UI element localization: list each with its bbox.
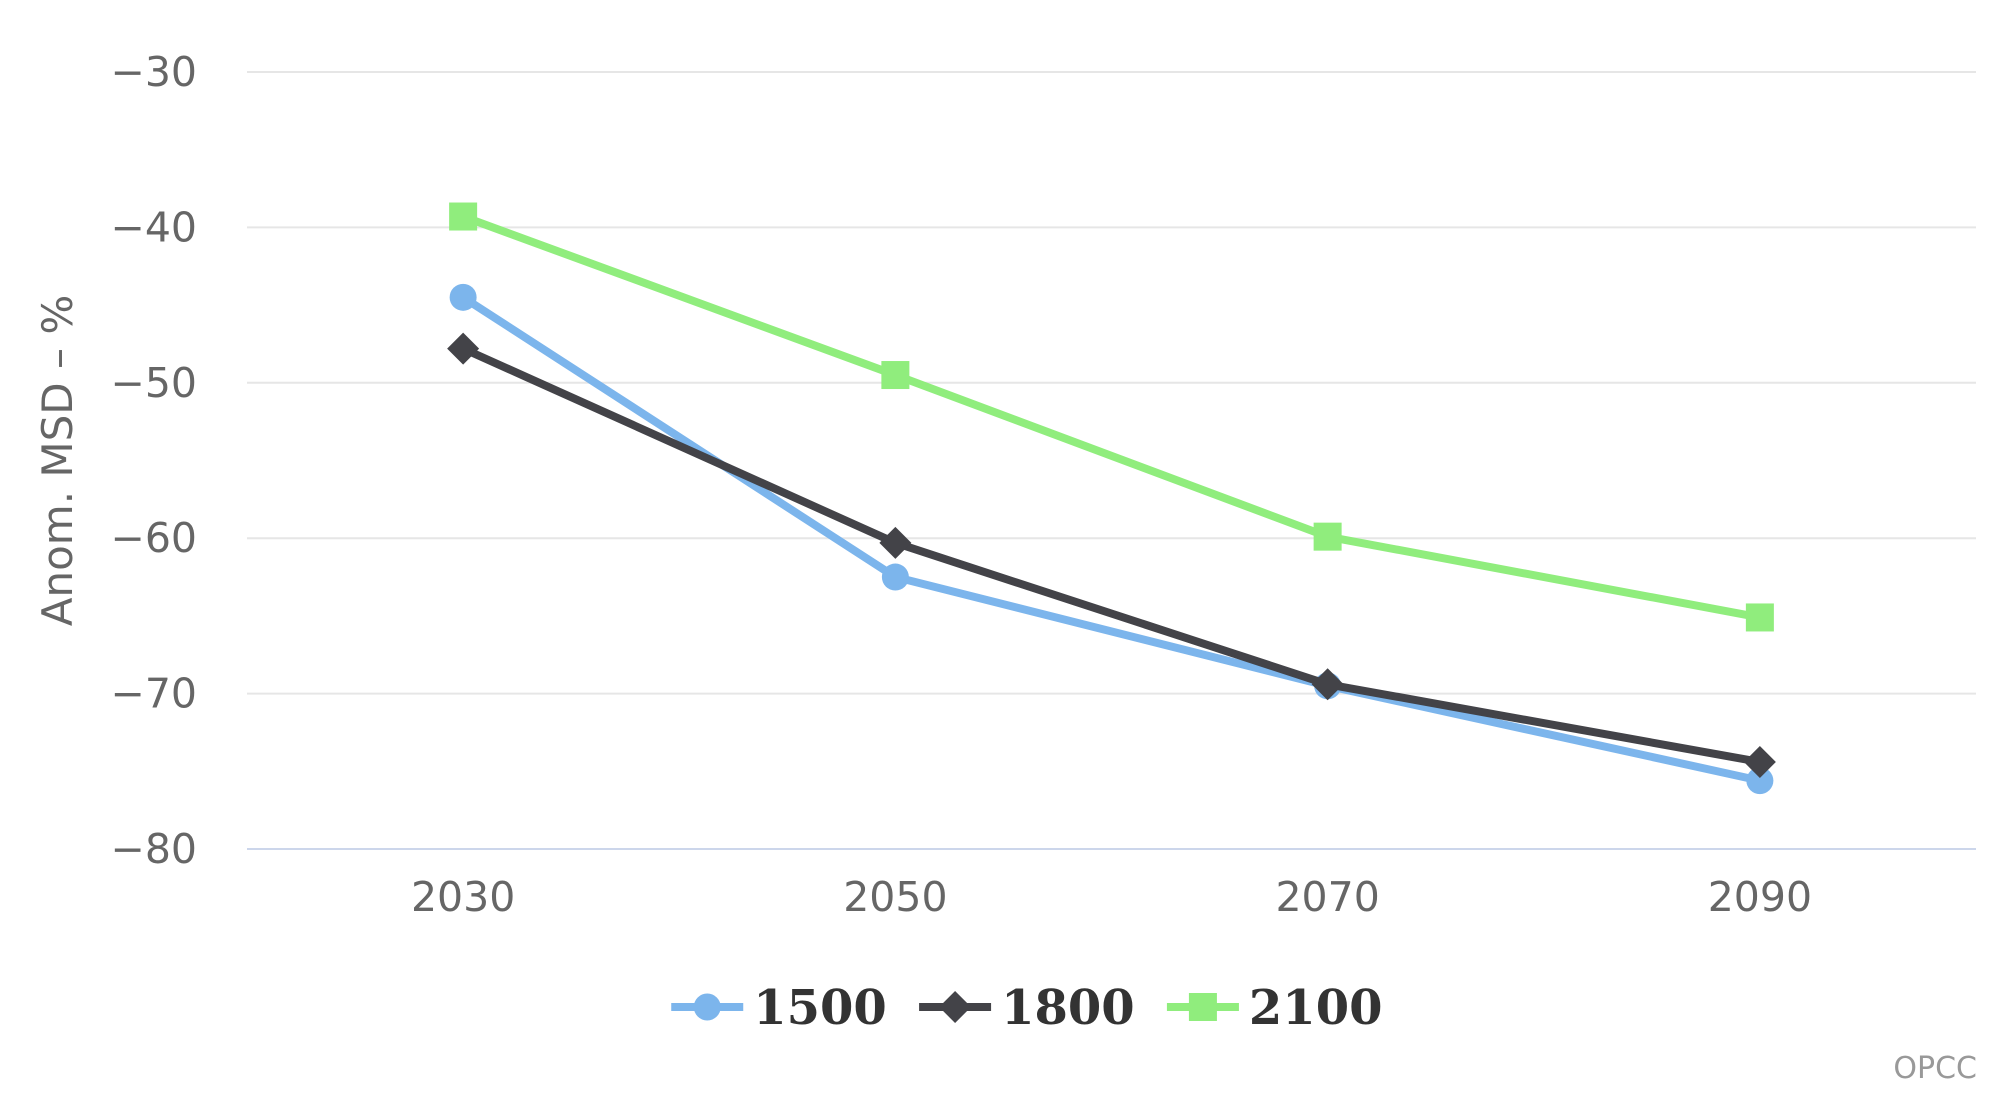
- legend-item-1500[interactable]: 1500: [671, 980, 887, 1036]
- series-marker-2100-2070[interactable]: [1313, 522, 1342, 551]
- series-marker-1500-2050[interactable]: [881, 563, 909, 591]
- legend-marker-square-icon: [1188, 993, 1217, 1021]
- series-marker-1800-2070[interactable]: [1311, 668, 1344, 701]
- legend-item-2100[interactable]: 2100: [1166, 980, 1383, 1036]
- series-line-1500[interactable]: [459, 293, 1764, 785]
- credits-link[interactable]: OPCC: [1893, 1051, 1977, 1086]
- series-marker-1500-2090[interactable]: [1746, 767, 1774, 795]
- legend-label: 2100: [1249, 980, 1383, 1036]
- y-tick-label: −60: [110, 514, 197, 562]
- series-marker-1800-2030[interactable]: [447, 332, 480, 365]
- series-2100: [449, 202, 1774, 632]
- series-line-1800[interactable]: [459, 344, 1764, 766]
- y-tick-label: −80: [110, 825, 197, 873]
- series-marker-2100-2030[interactable]: [449, 202, 478, 231]
- y-tick-label: −50: [110, 359, 197, 407]
- legend-marker-circle-icon: [693, 993, 721, 1021]
- y-tick-label: −70: [110, 670, 197, 718]
- x-axis-label: 2050: [843, 873, 947, 921]
- series-marker-1500-2030[interactable]: [449, 283, 477, 311]
- series-marker-1800-2050[interactable]: [879, 526, 912, 559]
- legend-marker-diamond-icon: [939, 991, 972, 1023]
- series-1800: [447, 332, 1776, 778]
- y-axis-title: Anom. MSD – %: [33, 295, 82, 627]
- series-line-2100[interactable]: [459, 212, 1764, 622]
- x-axis-label: 2090: [1708, 873, 1812, 921]
- series-marker-2100-2050[interactable]: [881, 361, 910, 390]
- x-axis-label: 2070: [1275, 873, 1379, 921]
- y-tick-label: −30: [110, 48, 197, 96]
- legend-item-1800[interactable]: 1800: [919, 980, 1135, 1036]
- series-marker-2100-2090[interactable]: [1745, 603, 1774, 632]
- x-axis-label: 2030: [411, 873, 515, 921]
- series-marker-1800-2090[interactable]: [1743, 745, 1776, 778]
- y-tick-label: −40: [110, 203, 197, 251]
- legend-label: 1500: [753, 980, 887, 1036]
- legend-label: 1800: [1001, 980, 1135, 1036]
